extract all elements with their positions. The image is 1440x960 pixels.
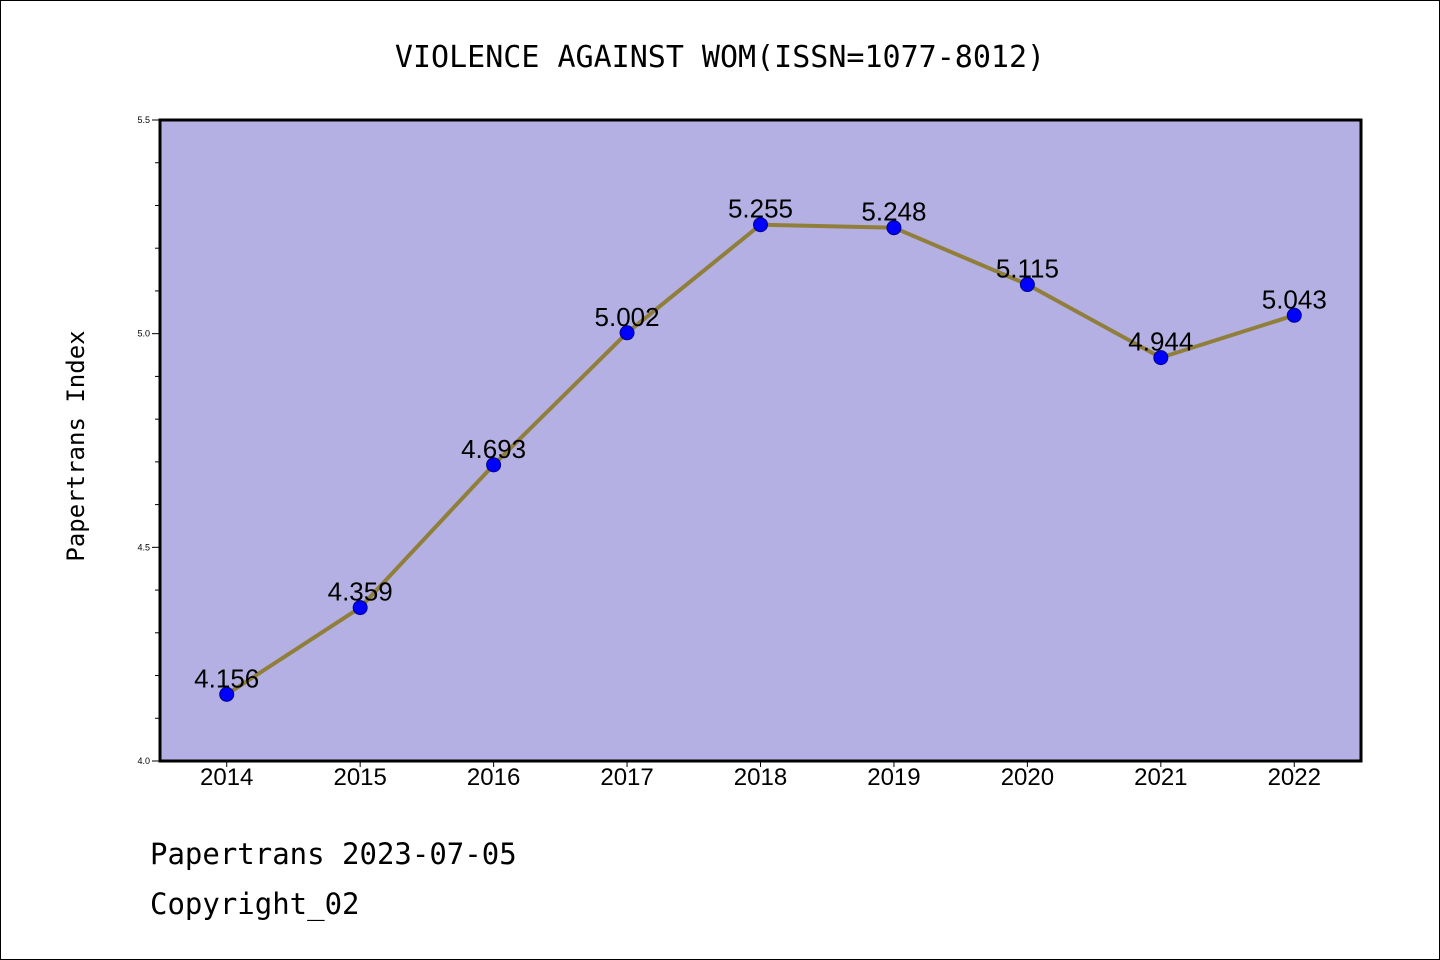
x-tick-label: 2018	[734, 764, 787, 791]
data-point	[1153, 350, 1169, 366]
y-axis-label: Papertrans Index	[62, 330, 90, 561]
data-label: 4.359	[328, 577, 393, 607]
data-label: 5.115	[996, 254, 1059, 284]
x-tick-label: 2020	[1001, 764, 1054, 791]
data-point	[352, 600, 368, 616]
x-tick-label: 2014	[200, 764, 253, 791]
data-point	[886, 220, 902, 236]
y-tick-label: 4.0	[137, 756, 150, 766]
data-point	[753, 217, 768, 233]
plot-border	[158, 118, 1363, 763]
data-labels: 4.156 4.359 4.693 5.002 5.255 5.248 5.115 4.944…	[194, 194, 1327, 694]
x-tick-label: 2019	[867, 764, 920, 791]
data-label: 5.255	[728, 194, 793, 224]
x-tick-label: 2017	[600, 764, 653, 791]
x-tick-label: 2015	[333, 764, 386, 791]
y-tick-label: 5.0	[137, 329, 150, 339]
data-point	[1286, 307, 1302, 323]
y-tick-label: 5.5	[137, 115, 150, 125]
data-label: 5.043	[1262, 284, 1327, 314]
footer-copyright: Copyright_02	[150, 887, 360, 922]
footer-date: Papertrans 2023-07-05	[150, 837, 517, 871]
y-tick-label: 4.5	[137, 542, 150, 552]
data-label: 4.156	[194, 663, 259, 693]
data-point	[619, 325, 635, 341]
chart-title: VIOLENCE AGAINST WOM(ISSN=1077-8012)	[395, 40, 1045, 75]
x-tick-label: 2022	[1268, 764, 1321, 791]
data-label: 4.693	[461, 434, 526, 464]
data-point	[219, 686, 235, 702]
data-point	[486, 457, 502, 473]
axis-ticks: 4.0 4.5 5.0 5.5 2014 2015 2016 2017 2018 2019 2020…	[137, 115, 1320, 791]
data-label: 4.944	[1128, 327, 1193, 357]
data-markers	[219, 217, 1302, 702]
x-tick-label: 2016	[467, 764, 520, 791]
data-point	[1019, 277, 1035, 293]
data-label: 5.002	[595, 302, 660, 332]
x-tick-label: 2021	[1134, 764, 1187, 791]
data-label: 5.248	[861, 197, 926, 227]
